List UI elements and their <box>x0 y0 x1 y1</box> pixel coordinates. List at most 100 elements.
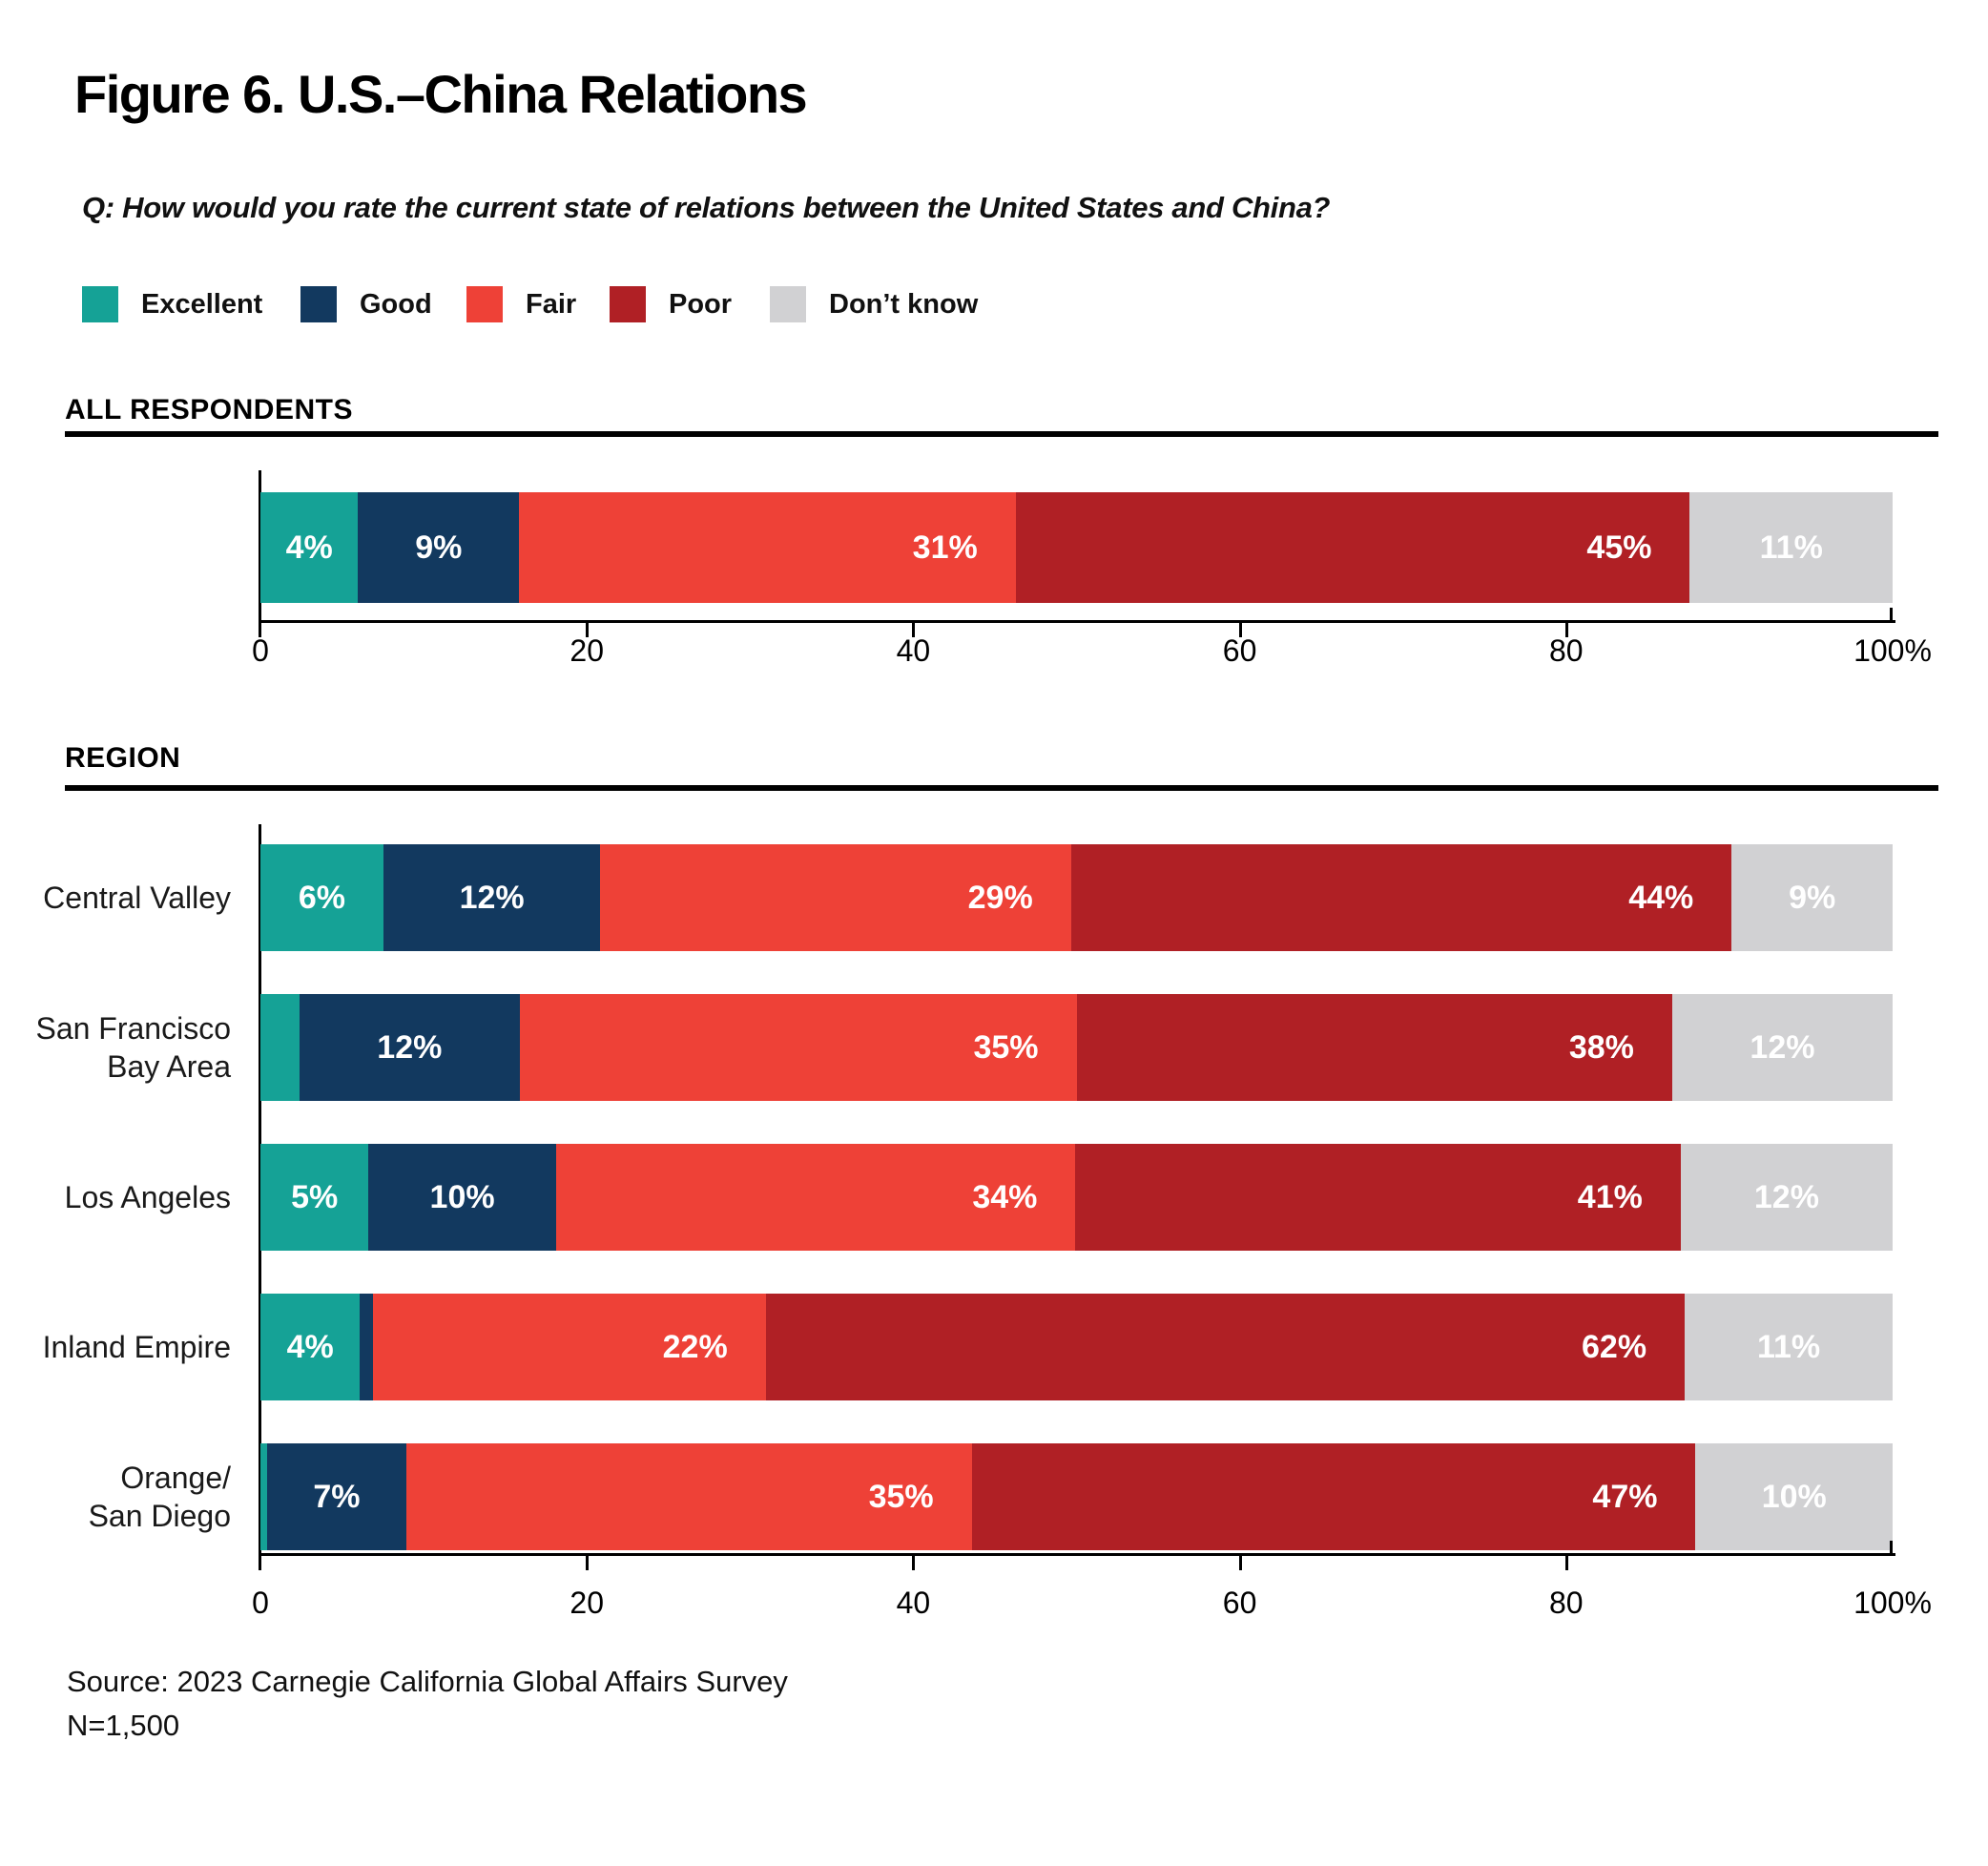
bar-segment-poor: 62% <box>765 1294 1686 1400</box>
x-axis-tick-label: 60 <box>1222 633 1257 668</box>
legend-swatch-icon <box>770 286 806 322</box>
bar-segment-good <box>360 1294 374 1400</box>
bar-segment-label: 11% <box>1759 529 1823 566</box>
category-label: Orange/ San Diego <box>88 1461 231 1533</box>
bar-segment-label: 9% <box>1789 879 1836 916</box>
stacked-bar: 4% 9% 31% 45% 11% <box>260 492 1893 603</box>
x-axis-line <box>259 620 1895 623</box>
x-axis-tick-label: 40 <box>896 1586 931 1620</box>
bar-segment-dont_know: 10% <box>1695 1443 1893 1550</box>
bar-segment-good: 12% <box>299 994 520 1101</box>
bar-segment-label: 44% <box>1628 879 1694 916</box>
bar-segment-fair: 22% <box>373 1294 766 1400</box>
legend-label: Poor <box>669 288 733 320</box>
bar-segment-poor: 41% <box>1075 1144 1681 1251</box>
bar-segment-good: 12% <box>383 844 601 951</box>
bar-segment-fair: 29% <box>600 844 1071 951</box>
x-axis-tick <box>1238 1553 1242 1570</box>
bar-segment-excellent: 5% <box>260 1144 369 1251</box>
bar-segment-label: 12% <box>459 879 525 916</box>
x-axis-tick <box>912 1553 916 1570</box>
category-label: Los Angeles <box>64 1180 231 1214</box>
section-title-region: REGION <box>65 742 181 774</box>
x-axis-tick <box>1238 620 1242 637</box>
bar-segment-label: 62% <box>1582 1328 1647 1365</box>
stacked-bar: 12% 35% 38% 12% <box>260 994 1893 1101</box>
source-note: Source: 2023 Carnegie California Global … <box>67 1665 788 1698</box>
y-axis-line <box>259 824 261 1570</box>
bar-segment-label: 38% <box>1568 1028 1634 1066</box>
stacked-bar: 5% 10% 34% 41% 12% <box>260 1144 1893 1251</box>
stacked-bar: 4% 22% 62% 11% <box>260 1294 1893 1400</box>
sample-size-note: N=1,500 <box>67 1709 180 1742</box>
legend-label: Excellent <box>141 288 263 320</box>
bar-segment-label: 34% <box>972 1178 1038 1215</box>
bar-segment-label: 12% <box>377 1028 443 1066</box>
bar-segment-label: 7% <box>313 1478 361 1515</box>
category-label: Central Valley <box>43 881 231 915</box>
bar-segment-fair: 35% <box>519 994 1077 1101</box>
x-axis-tick <box>1564 1553 1568 1570</box>
bar-segment-label: 12% <box>1753 1178 1819 1215</box>
bar-segment-excellent: 4% <box>260 1294 361 1400</box>
bar-segment-label: 22% <box>662 1328 728 1365</box>
legend-item: Don’t know <box>770 286 978 322</box>
bar-segment-dont_know: 11% <box>1685 1294 1893 1400</box>
bar-segment-label: 6% <box>298 879 345 916</box>
bar-segment-fair: 35% <box>405 1443 972 1550</box>
bar-segment-label: 10% <box>429 1178 495 1215</box>
bar-segment-good: 9% <box>358 492 520 603</box>
x-axis-tick <box>586 1553 590 1570</box>
category-label: Inland Empire <box>42 1330 231 1364</box>
x-axis-tick-label: 60 <box>1222 1586 1257 1620</box>
legend-label: Fair <box>526 288 577 320</box>
bar-segment-label: 41% <box>1577 1178 1643 1215</box>
section-rule <box>65 785 1938 791</box>
section-title-all-respondents: ALL RESPONDENTS <box>65 394 353 425</box>
bar-segment-poor: 44% <box>1070 844 1732 951</box>
x-axis-tick <box>1564 620 1568 637</box>
stacked-bar: 7% 35% 47% 10% <box>260 1443 1893 1550</box>
bar-segment-excellent <box>260 1443 267 1550</box>
x-axis-tick-label: 0 <box>252 1586 269 1620</box>
bar-segment-good: 10% <box>368 1144 556 1251</box>
legend-swatch-icon <box>82 286 118 322</box>
bar-segment-label: 9% <box>415 529 463 566</box>
bar-segment-label: 11% <box>1756 1328 1821 1365</box>
x-axis-line <box>259 1553 1895 1556</box>
bar-segment-label: 35% <box>868 1478 934 1515</box>
bar-segment-excellent: 6% <box>260 844 383 951</box>
legend-item: Poor <box>610 286 732 322</box>
stacked-bar: 6% 12% 29% 44% 9% <box>260 844 1893 951</box>
legend-swatch-icon <box>610 286 646 322</box>
y-axis-line <box>259 470 261 637</box>
x-axis-end-tick <box>1890 608 1893 623</box>
x-axis-tick-label: 100% <box>1853 633 1932 668</box>
survey-question: Q: How would you rate the current state … <box>82 191 1331 224</box>
bar-segment-label: 5% <box>291 1178 339 1215</box>
section-rule <box>65 431 1938 437</box>
x-axis-tick-label: 20 <box>569 1586 604 1620</box>
x-axis-tick-label: 40 <box>896 633 931 668</box>
x-axis-tick-label: 0 <box>252 633 269 668</box>
legend-label: Good <box>360 288 432 320</box>
bar-segment-label: 4% <box>286 1328 334 1365</box>
x-axis-tick <box>912 620 916 637</box>
x-axis-tick-label: 80 <box>1549 1586 1584 1620</box>
figure-title: Figure 6. U.S.–China Relations <box>74 64 808 124</box>
legend-item: Excellent <box>82 286 262 322</box>
bar-segment-label: 4% <box>285 529 333 566</box>
bar-segment-label: 47% <box>1592 1478 1658 1515</box>
legend-item: Good <box>300 286 432 322</box>
legend-swatch-icon <box>300 286 337 322</box>
x-axis-tick-label: 20 <box>569 633 604 668</box>
bar-segment-dont_know: 11% <box>1689 492 1893 603</box>
bar-segment-label: 45% <box>1586 529 1652 566</box>
legend-swatch-icon <box>466 286 503 322</box>
x-axis-end-tick <box>1890 1541 1893 1556</box>
bar-segment-excellent <box>260 994 300 1101</box>
bar-segment-label: 31% <box>912 529 978 566</box>
bar-segment-dont_know: 12% <box>1671 994 1893 1101</box>
bar-segment-label: 10% <box>1761 1478 1827 1515</box>
